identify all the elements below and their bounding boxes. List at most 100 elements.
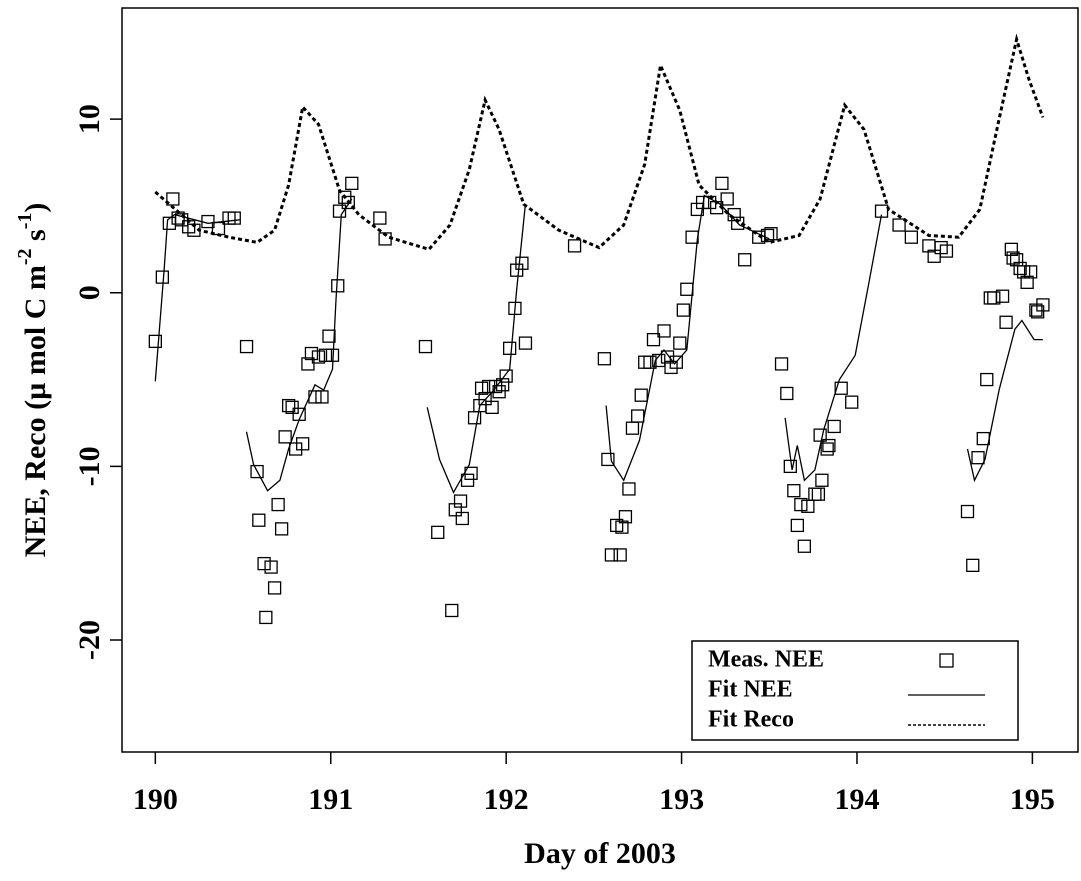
measured-point <box>311 350 326 364</box>
measured-point <box>148 334 162 349</box>
measured-point <box>983 291 997 305</box>
measured-point <box>827 419 841 434</box>
measured-point <box>960 504 975 519</box>
measured-point <box>418 339 433 354</box>
measured-point <box>892 218 906 232</box>
measured-point <box>515 256 529 270</box>
y-tick-label: -10 <box>73 446 106 486</box>
measured-point <box>281 398 296 413</box>
measured-point <box>664 360 678 375</box>
measured-point <box>322 329 336 343</box>
reco-line <box>154 33 1045 252</box>
x-tick-label: 192 <box>484 783 529 816</box>
measured-point <box>820 442 834 456</box>
measured-point <box>610 518 624 533</box>
measured-point <box>257 556 271 571</box>
measured-point <box>764 227 778 241</box>
measured-point <box>296 437 310 451</box>
legend-label: Fit Reco <box>708 707 794 733</box>
measured-point <box>601 452 615 467</box>
measured-point <box>783 459 797 474</box>
x-tick-label: 194 <box>834 783 879 816</box>
measured-point <box>264 560 278 574</box>
y-axis-label-superscript: -2 <box>14 248 36 265</box>
measured-point <box>618 510 633 524</box>
measured-point <box>338 190 352 204</box>
measured-point <box>488 379 503 394</box>
measured-point <box>904 230 919 244</box>
measured-point <box>1016 265 1031 279</box>
measured-point <box>976 431 990 446</box>
measured-point <box>680 282 694 296</box>
measured-point <box>834 381 848 395</box>
measured-point <box>373 211 387 225</box>
measured-point <box>966 558 980 572</box>
measured-point <box>499 369 513 383</box>
measured-point <box>646 332 661 347</box>
measured-point <box>934 240 948 255</box>
measured-point <box>332 204 347 218</box>
measured-point <box>625 421 640 435</box>
measured-point <box>774 357 789 371</box>
measured-point <box>301 357 315 371</box>
x-tick-label: 190 <box>133 783 178 816</box>
x-tick-label: 191 <box>308 783 353 816</box>
y-axis-label-part: ) <box>19 203 52 213</box>
measured-point <box>1031 305 1045 319</box>
measured-point <box>845 395 859 409</box>
measured-point <box>939 244 954 258</box>
measured-point <box>304 346 319 361</box>
measured-point <box>1006 251 1020 265</box>
measured-point <box>431 525 445 540</box>
measured-point <box>604 548 619 562</box>
measured-point <box>315 390 329 404</box>
plot-frame <box>121 7 1079 753</box>
measured-point <box>657 324 671 338</box>
measured-point <box>1004 242 1018 256</box>
measured-point <box>615 520 629 534</box>
y-tick-label: 10 <box>73 104 106 134</box>
measured-point <box>227 211 241 225</box>
measured-point <box>822 438 836 453</box>
measured-point <box>1013 261 1027 276</box>
legend-symbol <box>939 653 954 668</box>
measured-point <box>239 339 254 354</box>
measured-point <box>267 581 282 595</box>
measured-point <box>445 603 459 618</box>
measured-point <box>613 548 627 562</box>
measured-point <box>1036 298 1050 312</box>
measured-point <box>345 176 359 191</box>
x-axis-label: Day of 2003 <box>524 837 676 870</box>
measured-point <box>801 499 815 513</box>
y-axis-label-part: s <box>19 229 52 248</box>
measured-point <box>274 522 289 536</box>
measured-point <box>341 195 355 210</box>
measured-point <box>794 497 808 512</box>
measured-point <box>811 487 826 501</box>
measured-point <box>660 350 675 364</box>
measured-point <box>474 381 489 395</box>
measured-point <box>685 230 699 244</box>
measured-point <box>780 386 794 401</box>
measured-point <box>797 539 812 553</box>
measured-point <box>631 409 645 423</box>
y-axis-label: NEE, Reco (µ mol C m-2 s-1) <box>14 203 52 558</box>
measured-point <box>999 315 1013 329</box>
measured-point <box>155 270 169 284</box>
measured-point <box>738 253 752 267</box>
y-tick-label: -20 <box>73 620 106 660</box>
measured-point <box>597 352 612 366</box>
measured-point <box>485 400 499 414</box>
y-axis-label-part: NEE, Reco (µ mol C m <box>19 265 52 557</box>
measured-point <box>481 379 496 394</box>
fit-line <box>154 194 1043 494</box>
measured-point <box>518 336 533 350</box>
measured-point <box>278 430 292 444</box>
measured-point <box>1023 265 1038 279</box>
x-tick-label: 193 <box>659 783 704 816</box>
measured-point <box>971 451 985 465</box>
measured-point <box>1009 253 1024 267</box>
legend-label: Meas. NEE <box>708 647 824 673</box>
measured-point <box>643 355 657 369</box>
